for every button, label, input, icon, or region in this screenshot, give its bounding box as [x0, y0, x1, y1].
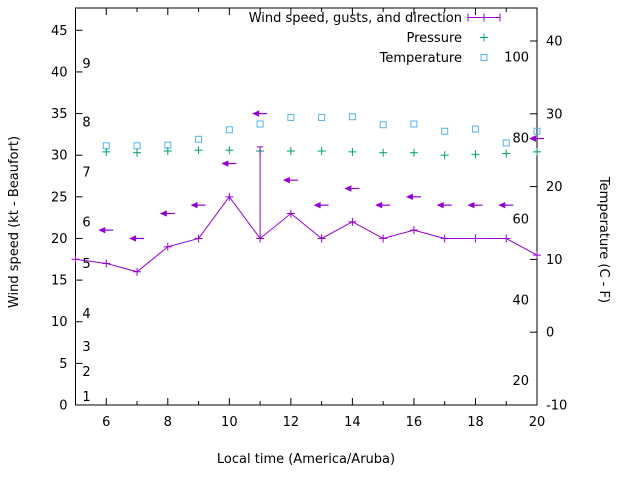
y-axis-left-label: Wind speed (kt - Beaufort) — [7, 136, 22, 308]
svg-text:40: 40 — [512, 293, 529, 308]
svg-text:35: 35 — [51, 107, 68, 122]
svg-text:6: 6 — [82, 215, 90, 230]
svg-text:0: 0 — [59, 399, 67, 414]
svg-text:10: 10 — [221, 415, 238, 430]
svg-text:10: 10 — [546, 253, 563, 268]
svg-text:8: 8 — [82, 115, 90, 130]
svg-text:12: 12 — [283, 415, 300, 430]
svg-text:6: 6 — [102, 415, 110, 430]
svg-text:5: 5 — [59, 357, 67, 372]
svg-text:30: 30 — [51, 149, 68, 164]
svg-text:8: 8 — [164, 415, 172, 430]
svg-text:14: 14 — [344, 415, 361, 430]
svg-text:-10: -10 — [546, 399, 567, 414]
x-axis-label: Local time (America/Aruba) — [217, 452, 395, 467]
svg-text:7: 7 — [82, 165, 90, 180]
svg-text:30: 30 — [546, 107, 563, 122]
svg-text:4: 4 — [82, 307, 90, 322]
svg-text:20: 20 — [529, 415, 546, 430]
svg-text:20: 20 — [51, 232, 68, 247]
svg-text:80: 80 — [512, 132, 529, 147]
svg-text:25: 25 — [51, 190, 68, 205]
svg-text:60: 60 — [512, 212, 529, 227]
wind-series — [71, 110, 544, 276]
temperature-series — [102, 113, 541, 150]
svg-text:40: 40 — [546, 35, 563, 50]
axes: 6 8 10 12 14 16 18 2005101520253035404512345678… — [51, 7, 567, 430]
svg-text:16: 16 — [406, 415, 423, 430]
svg-text:20: 20 — [512, 374, 529, 389]
svg-text:1: 1 — [82, 390, 90, 405]
legend-temperature-label: Temperature — [379, 51, 462, 66]
pressure-series — [102, 146, 541, 160]
svg-text:0: 0 — [546, 326, 554, 341]
y-axis-right-label: Temperature (C - F) — [596, 176, 611, 303]
svg-text:100: 100 — [504, 51, 529, 66]
svg-text:20: 20 — [546, 180, 563, 195]
svg-text:40: 40 — [51, 65, 68, 80]
svg-text:3: 3 — [82, 340, 90, 355]
svg-text:2: 2 — [82, 365, 90, 380]
svg-text:15: 15 — [51, 274, 68, 289]
legend-pressure-label: Pressure — [406, 31, 462, 46]
legend-wind-label: Wind speed, gusts, and direction — [249, 11, 462, 26]
svg-text:18: 18 — [467, 415, 484, 430]
svg-text:10: 10 — [51, 315, 68, 330]
plot-layer: 6 8 10 12 14 16 18 2005101520253035404512345678… — [51, 7, 567, 430]
svg-text:5: 5 — [82, 257, 90, 272]
legend-samples — [467, 13, 501, 61]
svg-text:9: 9 — [82, 57, 90, 72]
svg-text:45: 45 — [51, 24, 68, 39]
